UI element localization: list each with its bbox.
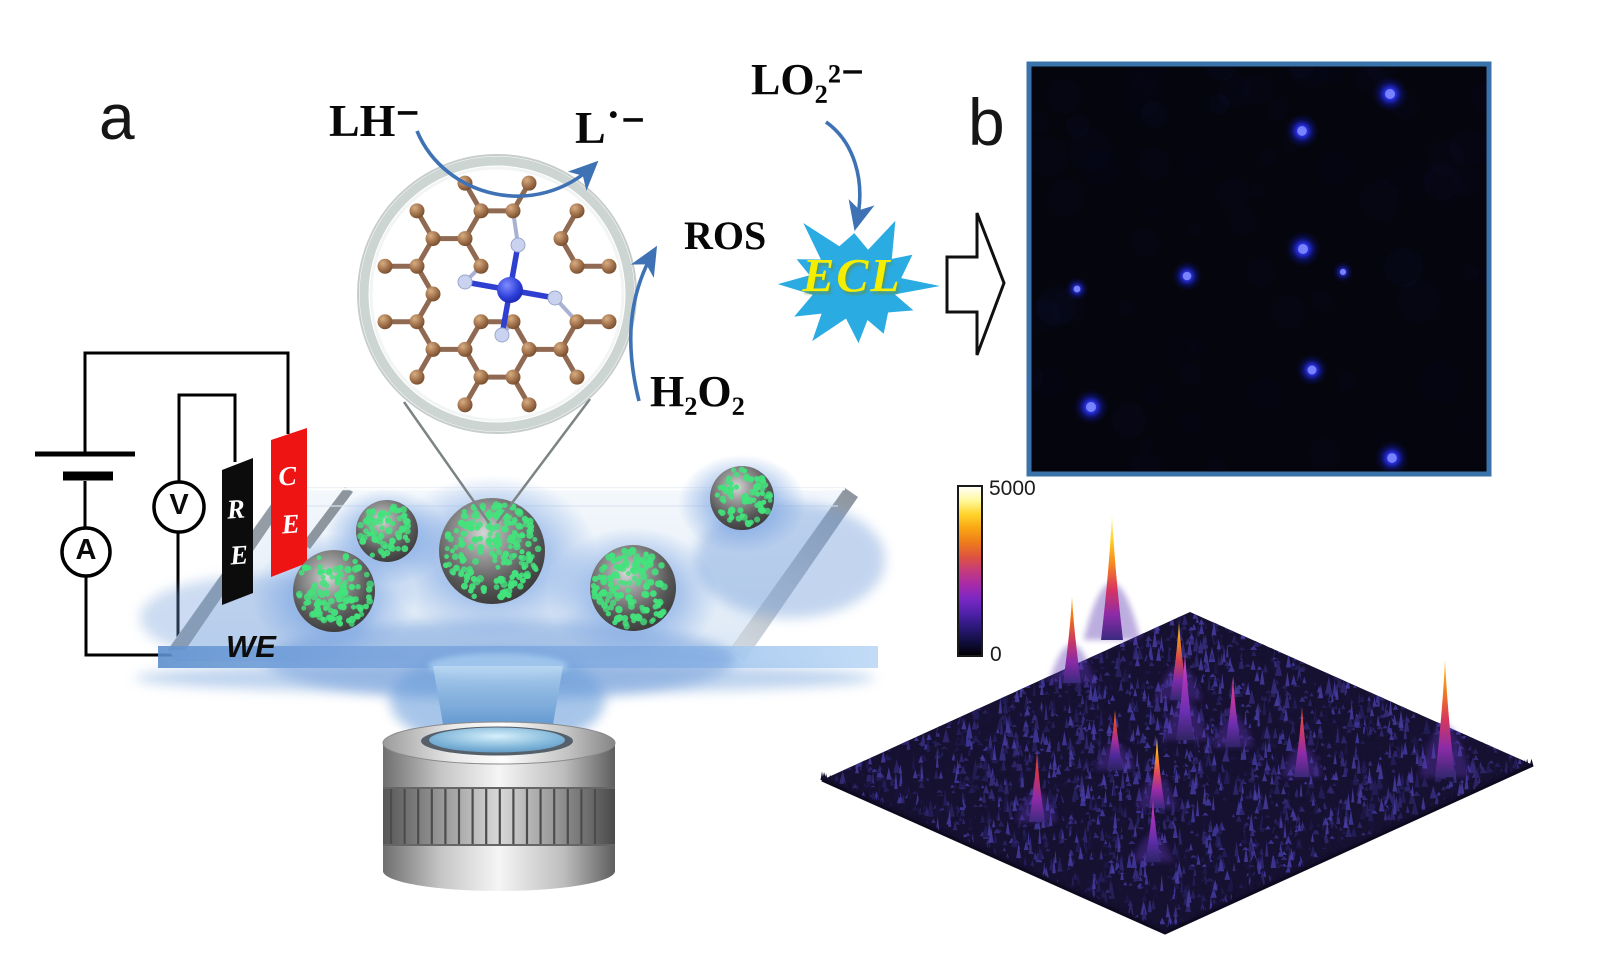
- reference-electrode: [222, 458, 253, 605]
- wire-voltmeter-to-re: [177, 393, 237, 482]
- knurl-lines: [389, 789, 597, 844]
- reaction-arrows: [415, 120, 875, 402]
- voltmeter-symbol: [152, 480, 206, 534]
- objective-lens-assembly: [382, 652, 616, 891]
- arrow-lo2-to-ecl: [824, 120, 875, 231]
- re-letter-e: E: [229, 539, 250, 571]
- label-ros: ROS: [684, 213, 767, 258]
- label-lo2-peroxide: LO₂²⁻: [751, 55, 865, 104]
- block-arrow-right: [945, 212, 1006, 356]
- intensity-surface-plot: [820, 513, 1534, 935]
- panel-b-label: b: [968, 85, 1005, 159]
- intensity-colorbar: [957, 485, 983, 657]
- ammeter-symbol: [60, 526, 112, 578]
- counter-electrode: [271, 428, 307, 577]
- ce-letter-c: C: [277, 460, 298, 492]
- panel-a-label: a: [99, 81, 135, 153]
- re-electrode-label: R E: [218, 485, 257, 579]
- colorbar-max-label: 5000: [989, 477, 1036, 500]
- magnifier-inner-highlight: [369, 166, 625, 422]
- slide-back-left-edge: [302, 487, 353, 549]
- objective-lens-glass: [429, 727, 565, 753]
- colorbar-min-label: 0: [990, 643, 1002, 666]
- wire-battery-to-ce: [83, 351, 290, 453]
- ce-letter-e: E: [280, 508, 301, 540]
- arrow-lh-to-l: [415, 130, 599, 198]
- we-label: WE: [226, 629, 276, 664]
- catalyst-beads: [293, 466, 774, 632]
- re-letter-r: R: [225, 493, 246, 525]
- single-atom-catalyst-molecule: [377, 175, 617, 413]
- light-cone: [433, 666, 563, 736]
- ammeter-letter: A: [75, 534, 97, 567]
- magnifier-callout-lines: [402, 398, 591, 524]
- voltmeter-letter: V: [169, 489, 189, 522]
- ce-electrode-label: C E: [267, 451, 312, 549]
- label-ecl: ECL: [802, 249, 902, 303]
- label-h2o2: H₂O₂: [650, 367, 745, 416]
- circuit: [35, 351, 290, 657]
- ecl-starburst: [777, 220, 940, 344]
- label-lh-anion: LH⁻: [329, 95, 420, 146]
- label-l-radical: L˙⁻: [575, 102, 646, 153]
- magnifier-glass-fill: [359, 156, 635, 432]
- arrow-h2o2-to-ros: [628, 245, 658, 402]
- ecl-emission-spots: [1032, 67, 1486, 471]
